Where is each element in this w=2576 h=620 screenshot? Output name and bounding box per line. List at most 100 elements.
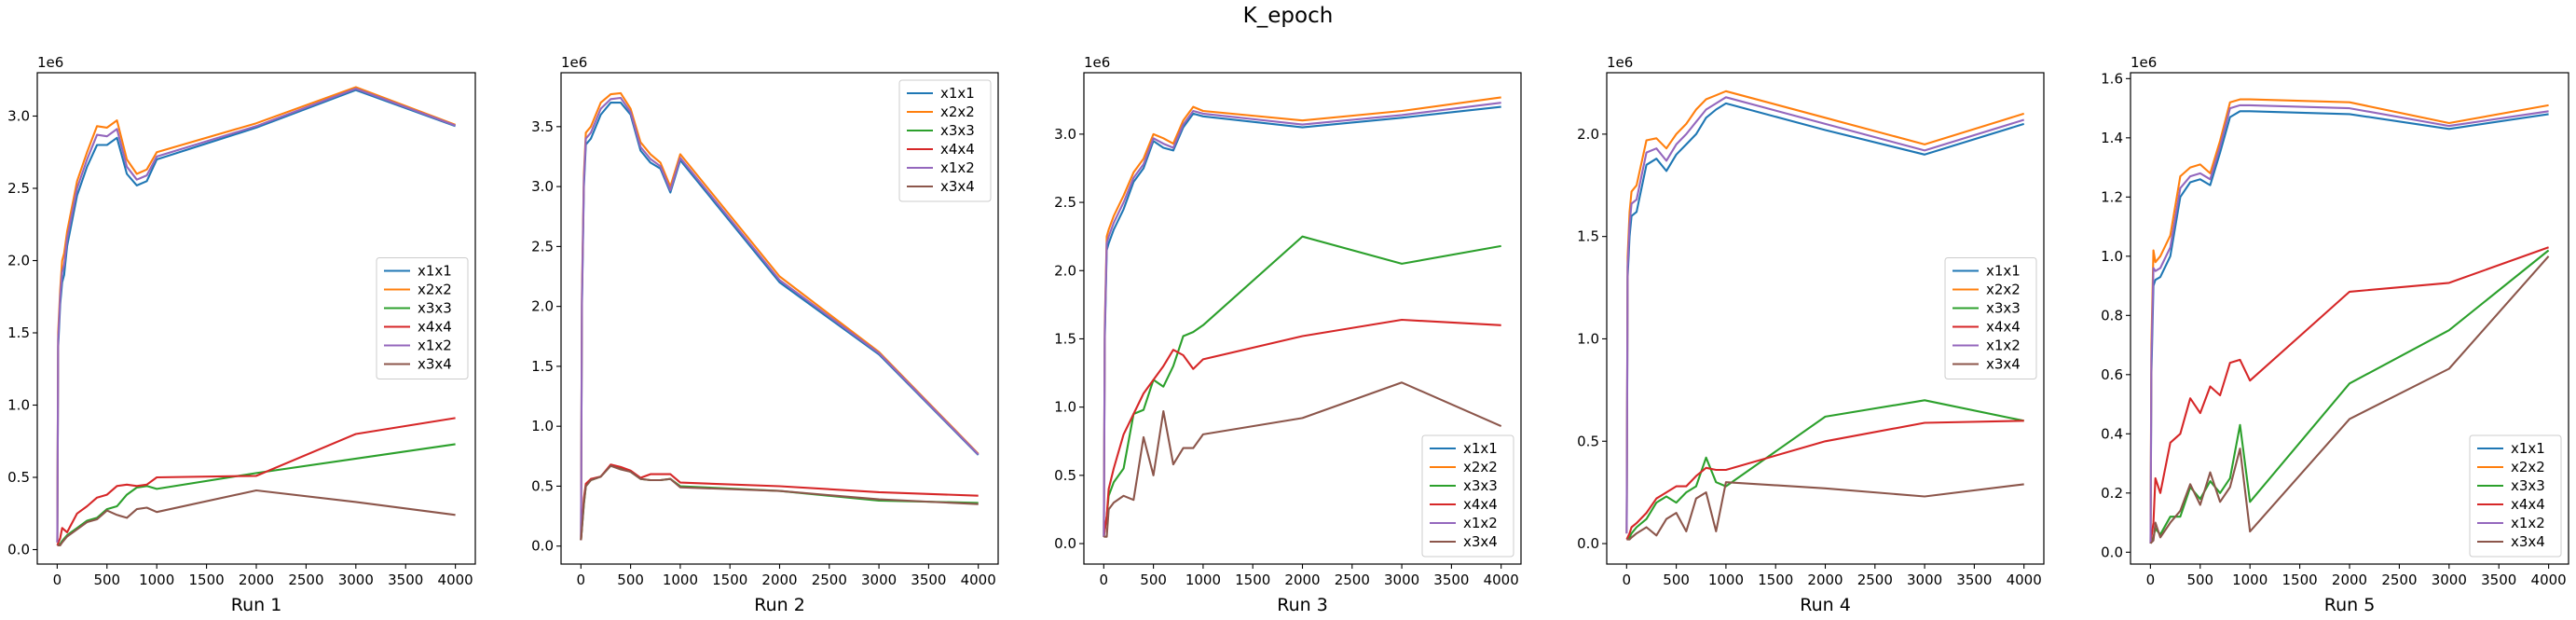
x-tick-label: 0 — [1100, 572, 1109, 588]
x-tick-label: 1000 — [139, 572, 174, 588]
x-axis-label: Run 4 — [1800, 595, 1851, 615]
x-tick-label: 2000 — [239, 572, 274, 588]
legend-label-x1x1: x1x1 — [940, 85, 975, 102]
y-tick-label: 1.0 — [7, 397, 30, 414]
legend-label-x3x4: x3x4 — [418, 356, 452, 373]
series-line-x3x3 — [1625, 399, 2024, 541]
legend-label-x4x4: x4x4 — [418, 319, 452, 336]
series-line-x4x4 — [1625, 420, 2024, 541]
y-tick-label: 2.0 — [531, 298, 554, 315]
x-tick-label: 2000 — [761, 572, 797, 588]
y-tick-label: 1.0 — [2101, 248, 2123, 265]
x-tick-label: 1500 — [188, 572, 224, 588]
x-tick-label: 2000 — [2332, 572, 2367, 588]
x-tick-label: 4000 — [1484, 572, 1519, 588]
x-tick-label: 500 — [617, 572, 644, 588]
y-tick-label: 3.5 — [531, 118, 554, 135]
x-tick-label: 3500 — [2481, 572, 2516, 588]
y-tick-label: 0.5 — [1054, 467, 1076, 484]
y-tick-label: 1.5 — [1577, 228, 1599, 245]
x-tick-label: 1000 — [1185, 572, 1221, 588]
x-tick-label: 3000 — [2432, 572, 2467, 588]
series-line-x3x4 — [2149, 255, 2550, 544]
legend-label-x3x3: x3x3 — [940, 122, 975, 139]
x-tick-label: 1000 — [1708, 572, 1744, 588]
series-line-x1x1 — [1625, 102, 2025, 534]
legend-box — [1944, 257, 2037, 379]
x-tick-label: 4000 — [961, 572, 996, 588]
legend-label-x3x3: x3x3 — [418, 300, 452, 317]
y-tick-label: 3.0 — [1054, 126, 1076, 143]
subplot-run-2: 0 500 1000 1500 2000 2500 3000 3500 4000 0.0 0.5 1.… — [531, 54, 999, 615]
y-offset-label: 1e6 — [2131, 54, 2157, 71]
legend-label-x4x4: x4x4 — [2511, 496, 2545, 513]
y-tick-label: 0.8 — [2101, 307, 2123, 324]
series-line-x1x2 — [56, 88, 456, 543]
x-tick-label: 0 — [2146, 572, 2156, 588]
legend-box — [2469, 434, 2562, 558]
x-tick-label: 2500 — [2381, 572, 2417, 588]
legend-label-x3x3: x3x3 — [1986, 300, 2021, 317]
y-tick-label: 0.5 — [1577, 433, 1599, 449]
y-tick-label: 3.0 — [7, 108, 30, 125]
y-tick-label: 0.2 — [2101, 485, 2123, 502]
legend-box — [1421, 434, 1514, 558]
series-line-x3x4 — [57, 489, 456, 546]
subplot-run-3: 0 500 1000 1500 2000 2500 3000 3500 4000 0.0 0.5 1.… — [1054, 54, 1522, 615]
x-tick-label: 2000 — [1284, 572, 1320, 588]
series-line-x2x2 — [2149, 98, 2549, 544]
series-line-x1x2 — [2149, 103, 2549, 544]
x-tick-label: 500 — [2186, 572, 2213, 588]
legend-label-x3x4: x3x4 — [1986, 356, 2021, 373]
legend-label-x2x2: x2x2 — [1986, 282, 2021, 298]
y-tick-label: 0.5 — [7, 469, 30, 486]
x-tick-label: 4000 — [438, 572, 473, 588]
x-tick-label: 2500 — [1857, 572, 1893, 588]
legend-label-x1x1: x1x1 — [1986, 263, 2021, 280]
y-tick-label: 1.4 — [2101, 130, 2123, 146]
x-tick-label: 0 — [1623, 572, 1632, 588]
x-tick-label: 3000 — [861, 572, 897, 588]
series-line-x3x4 — [1103, 381, 1502, 538]
x-tick-label: 500 — [93, 572, 120, 588]
y-offset-label: 1e6 — [1607, 54, 1633, 71]
series-line-x4x4 — [2149, 246, 2549, 544]
legend-label-x3x4: x3x4 — [940, 178, 975, 195]
legend-box — [898, 79, 992, 202]
x-tick-label: 3500 — [1956, 572, 1992, 588]
x-tick-label: 500 — [1663, 572, 1690, 588]
series-line-x3x4 — [580, 464, 979, 541]
y-tick-label: 0.0 — [1054, 535, 1076, 552]
x-axis-label: Run 2 — [754, 595, 805, 615]
y-offset-label: 1e6 — [1084, 54, 1110, 71]
x-tick-label: 3500 — [388, 572, 423, 588]
y-tick-label: 1.5 — [531, 358, 554, 375]
legend-label-x2x2: x2x2 — [940, 103, 975, 120]
legend-label-x3x4: x3x4 — [1463, 533, 1498, 550]
legend-label-x1x2: x1x2 — [2511, 515, 2545, 531]
y-tick-label: 0.0 — [531, 538, 554, 555]
figure-title: K_epoch — [1242, 4, 1334, 28]
y-tick-label: 2.5 — [531, 238, 554, 255]
y-tick-label: 2.0 — [7, 253, 30, 269]
series-line-x2x2 — [56, 86, 456, 543]
y-tick-label: 1.2 — [2101, 188, 2123, 205]
x-tick-label: 2500 — [1335, 572, 1370, 588]
x-tick-label: 3500 — [911, 572, 946, 588]
legend-label-x3x3: x3x3 — [1463, 477, 1498, 494]
y-tick-label: 2.5 — [1054, 194, 1076, 211]
y-tick-label: 0.0 — [1577, 535, 1599, 552]
y-tick-label: 1.0 — [531, 418, 554, 434]
y-tick-label: 1.5 — [1054, 330, 1076, 347]
x-tick-label: 1500 — [1235, 572, 1270, 588]
series-line-x3x4 — [1626, 481, 2024, 541]
x-tick-label: 3000 — [1384, 572, 1419, 588]
series-line-x4x4 — [56, 417, 456, 546]
y-tick-label: 1.5 — [7, 324, 30, 341]
x-tick-label: 1000 — [2232, 572, 2268, 588]
